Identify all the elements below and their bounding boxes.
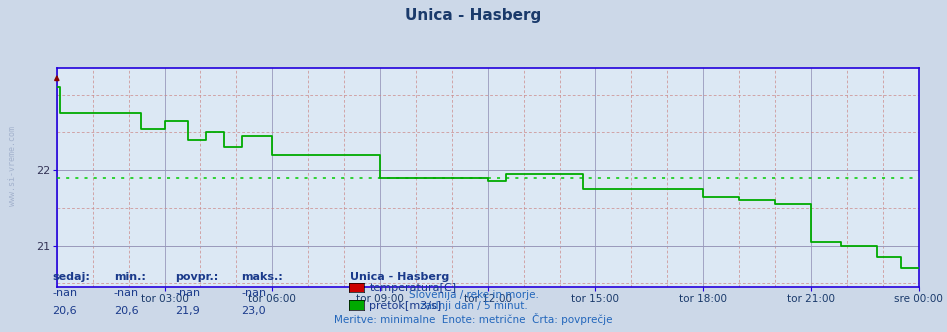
Text: Unica - Hasberg: Unica - Hasberg <box>350 272 450 282</box>
Text: -nan: -nan <box>114 288 139 298</box>
Text: pretok[m3/s]: pretok[m3/s] <box>369 301 441 311</box>
Text: -nan: -nan <box>52 288 78 298</box>
Text: 21,9: 21,9 <box>175 306 200 316</box>
Text: Slovenija / reke in morje.: Slovenija / reke in morje. <box>408 290 539 299</box>
Text: temperatura[C]: temperatura[C] <box>369 283 456 293</box>
Text: -nan: -nan <box>241 288 267 298</box>
Text: maks.:: maks.: <box>241 272 283 282</box>
Text: Meritve: minimalne  Enote: metrične  Črta: povprečje: Meritve: minimalne Enote: metrične Črta:… <box>334 313 613 325</box>
Text: 20,6: 20,6 <box>114 306 138 316</box>
Text: min.:: min.: <box>114 272 146 282</box>
Text: 23,0: 23,0 <box>241 306 266 316</box>
Text: Unica - Hasberg: Unica - Hasberg <box>405 8 542 23</box>
Text: -nan: -nan <box>175 288 201 298</box>
Text: povpr.:: povpr.: <box>175 272 219 282</box>
Text: zadnji dan / 5 minut.: zadnji dan / 5 minut. <box>420 301 527 311</box>
Text: 20,6: 20,6 <box>52 306 77 316</box>
Text: sedaj:: sedaj: <box>52 272 90 282</box>
Text: www.si-vreme.com: www.si-vreme.com <box>8 126 17 206</box>
